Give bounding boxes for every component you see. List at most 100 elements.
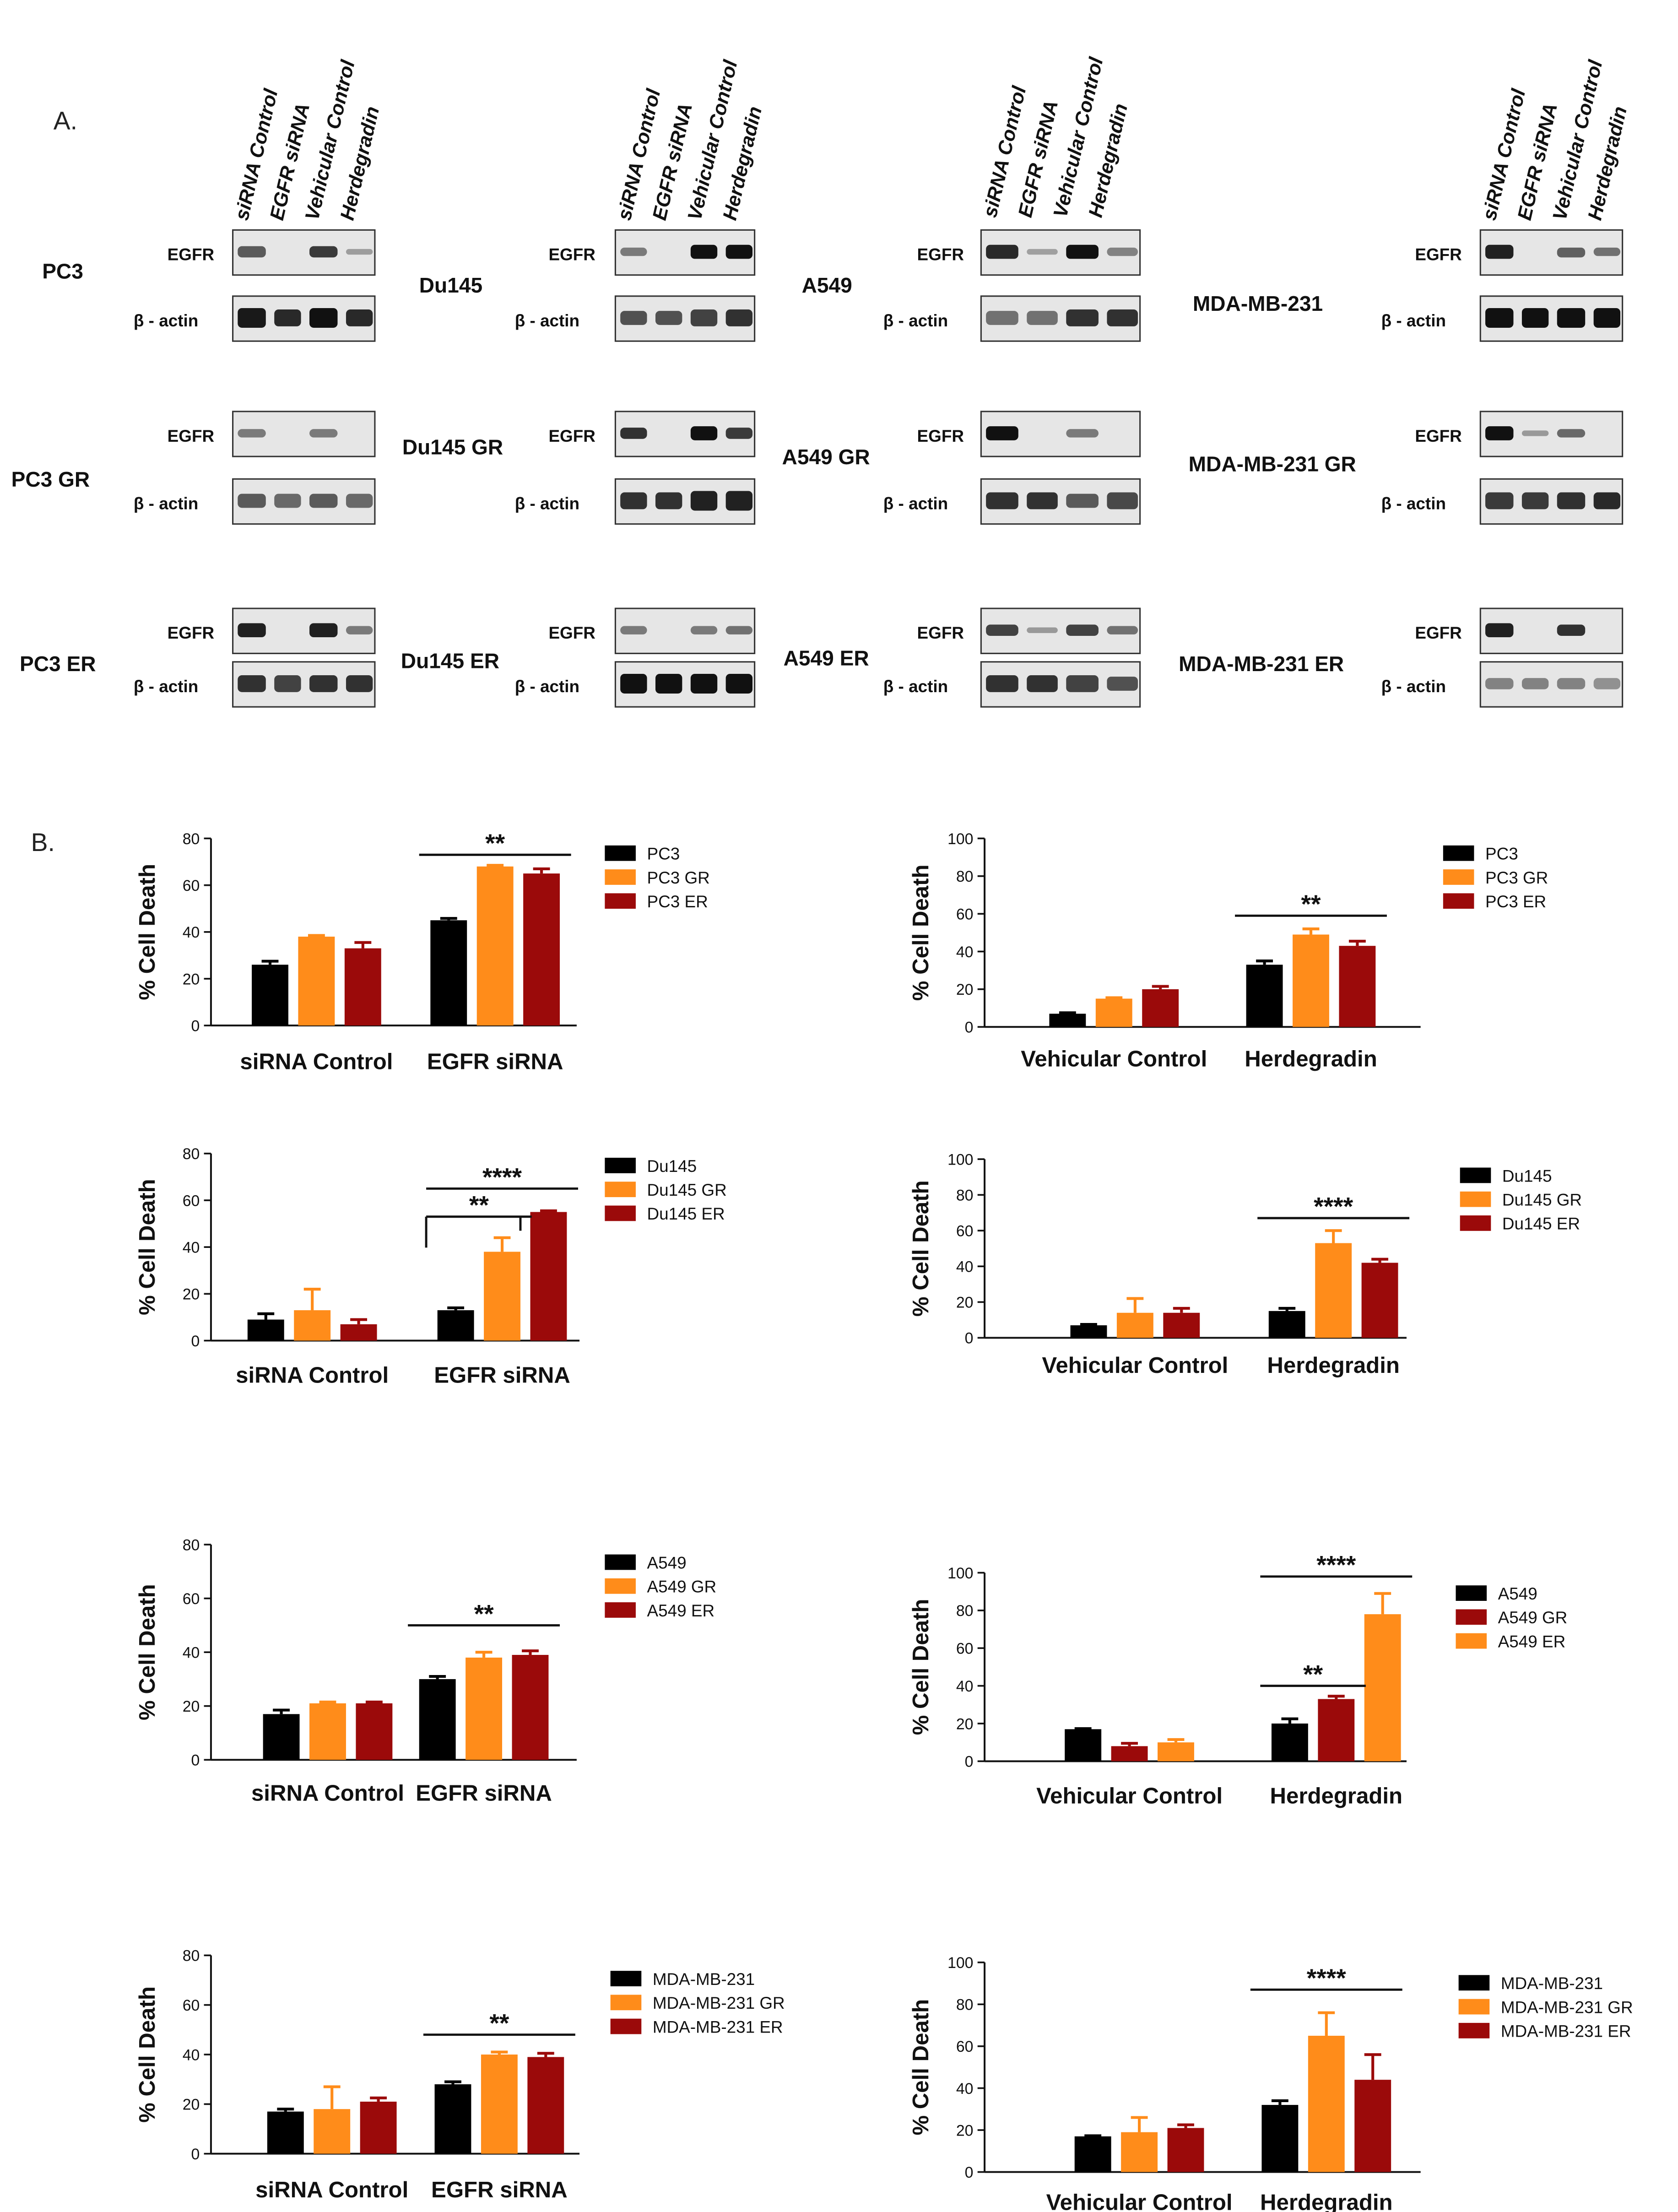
legend-label: PC3 GR [647,868,710,887]
category-label: siRNA Control [251,1780,404,1805]
band [986,492,1018,510]
y-axis-label: % Cell Death [135,1584,160,1720]
band [345,494,373,508]
category-label: EGFR siRNA [434,1363,570,1388]
cell-line-label: PC3 GR [11,468,90,493]
band [1557,428,1585,438]
band [1593,492,1621,510]
band [1485,245,1513,259]
bar-chart: 0 20 40 60 80 % Cell Death siRNA Control EGFR s… [135,829,710,1074]
y-tick-label: 80 [183,1536,200,1554]
bar [1121,2132,1158,2172]
legend-label: Du145 [1502,1166,1552,1185]
y-tick-label: 60 [956,905,974,923]
y-tick-label: 20 [183,1286,200,1303]
significance-label: **** [1314,1193,1353,1221]
bar [476,866,514,1026]
cell-line-label: A549 ER [783,647,869,671]
egfr-label: EGFR [917,623,964,643]
actin-blot [614,478,756,525]
band [620,310,647,326]
cell-line-label: A549 GR [782,446,870,470]
y-tick-label: 40 [183,1239,200,1256]
band [1485,623,1513,637]
egfr-blot [980,229,1141,276]
cell-line-label: MDA-MB-231 GR [1188,453,1356,477]
band [620,673,647,694]
legend-label: MDA-MB-231 ER [1501,2022,1631,2041]
egfr-label: EGFR [1415,623,1462,643]
band [690,244,718,259]
y-tick-label: 40 [183,1644,200,1661]
legend-label: MDA-MB-231 GR [653,1994,785,2012]
egfr-label: EGFR [167,244,215,265]
actin-blot [614,661,756,708]
bar [356,1703,393,1760]
band [1593,308,1621,328]
y-tick-label: 60 [183,1997,200,2014]
cell-line-label: PC3 ER [20,652,96,677]
y-tick-label: 20 [956,981,974,998]
bar [1111,1746,1148,1762]
bar [1095,998,1132,1027]
band [1066,309,1098,327]
band [655,492,682,510]
egfr-label: EGFR [548,244,595,265]
band [1106,309,1138,327]
egfr-label: EGFR [917,426,964,446]
bar [247,1319,284,1341]
significance-label: ** [1303,1660,1323,1688]
bar [527,2057,564,2154]
y-tick-label: 40 [183,2046,200,2064]
category-label: Herdegradin [1270,1784,1403,1809]
band [1066,244,1098,259]
category-label: EGFR siRNA [431,2177,568,2202]
legend-label: MDA-MB-231 [653,1970,755,1989]
y-tick-label: 60 [956,1222,974,1240]
band [273,494,301,508]
y-tick-label: 40 [956,1258,974,1276]
band [1521,429,1549,437]
bar [314,2109,351,2154]
y-tick-label: 60 [956,1640,974,1658]
y-tick-label: 0 [965,1753,974,1771]
legend-label: A549 ER [647,1601,715,1620]
bar [1065,1729,1102,1762]
band [986,675,1018,693]
actin-blot [1479,661,1624,708]
bar [434,2084,471,2154]
legend-swatch [605,869,636,885]
bar [1167,2128,1204,2172]
legend-label: A549 [1498,1584,1537,1603]
significance-label: ** [1301,890,1321,918]
legend-label: Du145 [647,1157,697,1176]
y-axis-label: % Cell Death [135,1986,160,2123]
legend-swatch [605,845,636,861]
bar-chart: 0 20 40 60 80 100 % Cell Death Vehicular Contro… [908,1551,1567,1809]
actin-label: β - actin [514,311,580,331]
bar-chart: 0 20 40 60 80 100 % Cell Death Vehicular Contro… [908,1151,1582,1378]
bar [1339,946,1376,1027]
cell-line-label: MDA-MB-231 [1192,293,1323,317]
y-tick-label: 60 [183,1590,200,1608]
bar [294,1310,331,1341]
legend-swatch [1458,2022,1490,2039]
legend-swatch [610,1995,642,2011]
band [986,624,1018,636]
panel-a-label: A. [53,107,78,136]
significance-label: **** [1316,1551,1356,1579]
band [1557,247,1585,257]
bar [1293,934,1329,1027]
significance-label: ** [474,1599,494,1628]
cell-line-label: MDA-MB-231 ER [1179,652,1344,677]
legend-swatch [1443,869,1474,885]
y-tick-label: 80 [956,1602,974,1620]
egfr-blot [1479,411,1624,457]
band [1485,426,1513,440]
actin-blot [232,661,376,708]
significance-label: ** [489,2009,509,2038]
significance-label: ** [469,1191,489,1220]
y-tick-label: 80 [956,1996,974,2014]
actin-blot [614,295,756,342]
